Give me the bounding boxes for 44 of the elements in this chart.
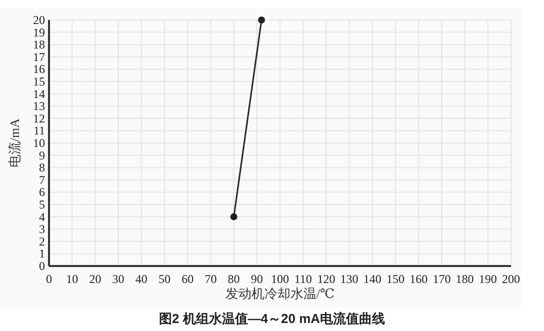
y-tick-label: 19 [33,25,45,40]
x-tick-label: 100 [271,272,289,286]
text: 图2 机组水温值—4～20 mA电流值曲线 [158,311,386,326]
x-tick-label: 190 [478,272,497,286]
x-tick-label: 170 [432,272,451,286]
y-tick-label: 6 [39,185,45,200]
y-tick-label: 20 [33,13,45,27]
y-tick-label: 0 [39,259,45,273]
y-axis-title: 电流/mA [7,118,22,168]
x-tick-label: 20 [89,272,102,286]
x-tick-label: 70 [204,272,217,286]
y-tick-label: 7 [39,172,45,187]
x-tick-label: 180 [456,272,474,286]
y-tick-label: 14 [33,86,45,101]
x-tick-label: 80 [228,272,240,286]
x-tick-label: 140 [363,272,382,286]
x-tick-label: 10 [66,272,78,286]
x-tick-label: 150 [386,272,404,286]
y-tick-label: 16 [33,62,45,76]
y-tick-label: 13 [33,99,45,114]
x-tick-label: 30 [112,272,124,286]
y-tick-label: 1 [39,246,45,261]
x-tick-label: 120 [317,272,336,286]
x-tick-label: 160 [410,272,428,286]
y-tick-label: 11 [33,124,45,138]
y-tick-label: 3 [39,222,45,236]
y-tick-label: 9 [39,148,45,162]
x-tick-label: 90 [250,272,263,286]
y-tick-label: 5 [39,198,45,212]
y-tick-label: 18 [33,38,45,52]
y-tick-label: 10 [33,136,45,150]
y-tick-label: 15 [33,74,45,88]
x-tick-label: 40 [135,272,148,286]
x-tick-label: 50 [158,272,170,286]
x-tick-label: 130 [340,272,358,286]
x-tick-label: 110 [294,272,312,286]
y-tick-label: 8 [39,160,45,175]
y-tick-label: 2 [39,234,45,248]
x-tick-label: 200 [502,272,520,286]
x-axis-title: 发动机冷却水温/℃ [225,286,335,301]
y-tick-label: 12 [33,111,45,126]
y-tick-label: 17 [33,50,45,64]
x-tick-label: 60 [182,272,194,286]
y-tick-label: 4 [39,210,45,224]
